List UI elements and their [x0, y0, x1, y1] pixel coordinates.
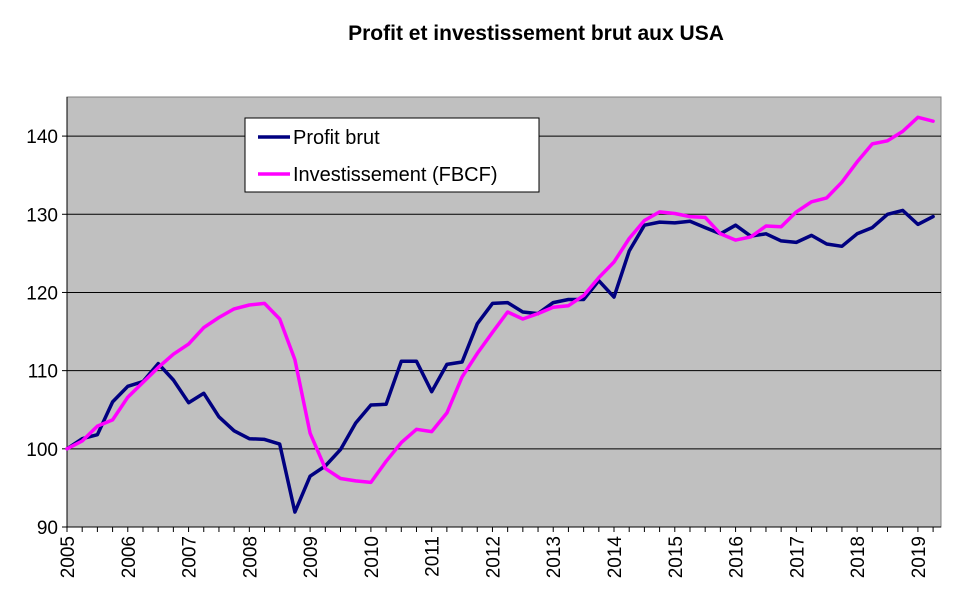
y-tick-label: 110: [28, 362, 58, 383]
x-tick-label: 2015: [666, 536, 687, 578]
legend-label-1: Investissement (FBCF): [293, 164, 497, 186]
chart-title: Profit et investissement brut aux USA: [348, 22, 724, 45]
x-tick-label: 2018: [848, 536, 869, 578]
y-tick-label: 120: [26, 283, 58, 304]
x-tick-label: 2006: [119, 536, 140, 578]
legend-box: [244, 117, 540, 193]
y-tick-label: 140: [26, 127, 58, 148]
x-tick-label: 2019: [909, 536, 930, 578]
x-tick-label: 2013: [544, 536, 565, 578]
x-tick-label: 2008: [240, 536, 261, 578]
series-line-0: [65, 208, 935, 514]
x-tick-label: 2016: [727, 536, 748, 578]
y-axis: 90 100 110 120 130 140: [26, 97, 68, 539]
series-line-1: [65, 115, 935, 485]
y-tick-label: 90: [37, 518, 58, 539]
x-axis: 2005 2006 2007 2008 2009 2010 2011 2012 2013 2014…: [58, 526, 941, 579]
y-tick-label: 100: [26, 440, 58, 461]
x-tick-label: 2009: [301, 536, 322, 578]
x-tick-label: 2012: [483, 536, 504, 578]
y-tick-label: 130: [26, 205, 58, 226]
series-group: [65, 115, 935, 514]
x-tick-label: 2011: [423, 536, 444, 577]
x-tick-label: 2010: [362, 536, 383, 578]
x-tick-label: 2017: [787, 536, 808, 578]
x-tick-label: 2014: [605, 536, 626, 579]
legend-label-0: Profit brut: [293, 127, 380, 149]
legend: Profit brut Investissement (FBCF): [244, 117, 540, 193]
x-tick-label: 2005: [58, 536, 79, 578]
x-tick-label: 2007: [180, 536, 201, 578]
